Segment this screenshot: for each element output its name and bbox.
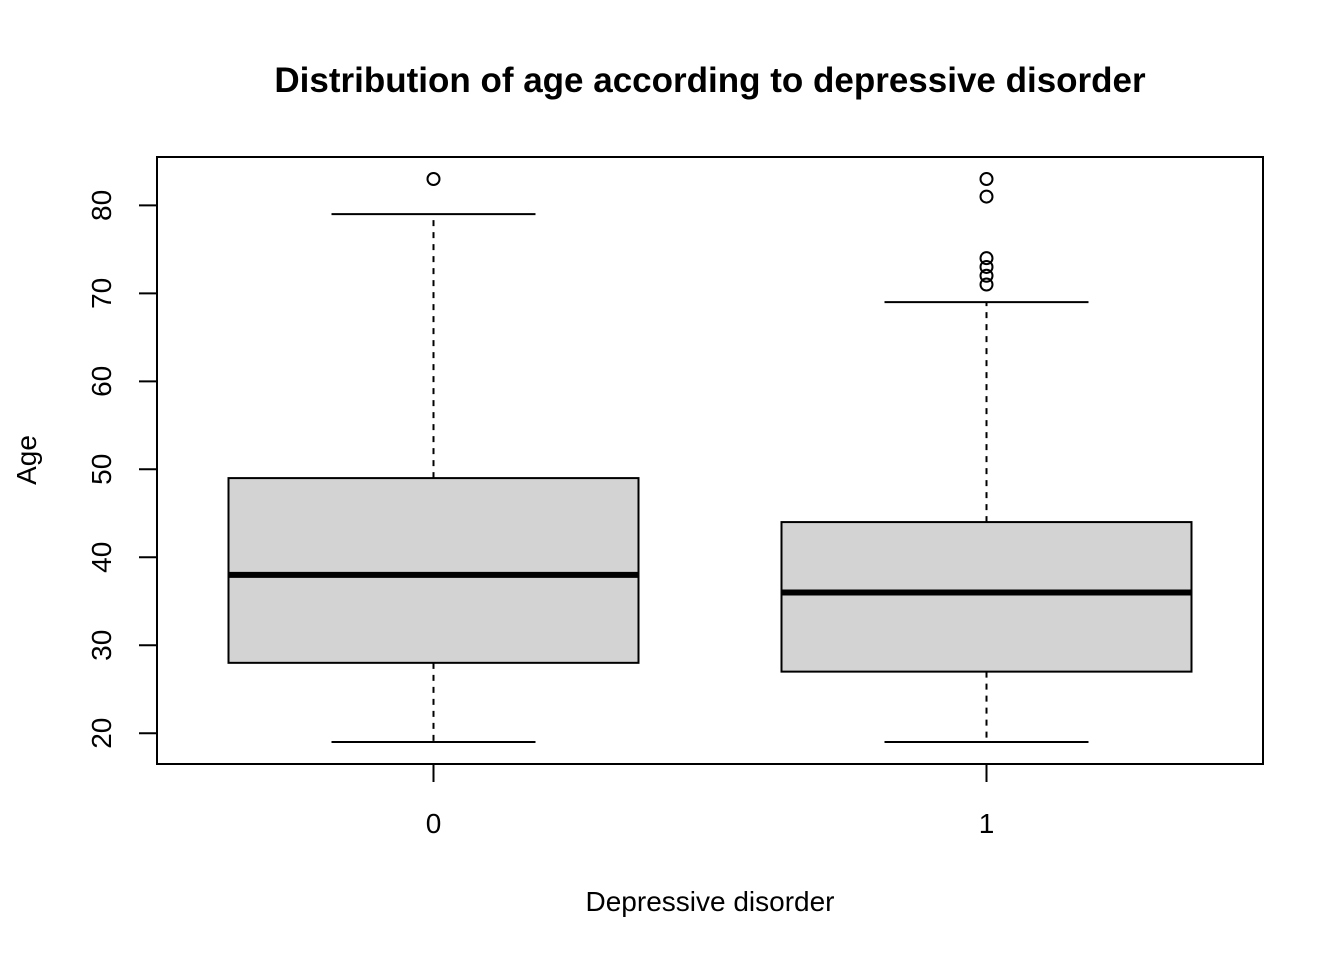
- y-axis-label: Age: [11, 435, 42, 485]
- y-tick-label: 20: [86, 718, 117, 749]
- x-axis-label: Depressive disorder: [586, 886, 835, 917]
- chart-title: Distribution of age according to depress…: [274, 61, 1146, 100]
- y-tick-label: 30: [86, 630, 117, 661]
- outlier-point: [979, 171, 994, 186]
- outlier-point: [979, 268, 994, 283]
- outlier-point: [979, 251, 994, 266]
- outlier-point: [979, 259, 994, 274]
- outlier-point: [426, 171, 441, 186]
- x-tick-label: 0: [426, 808, 442, 839]
- y-tick-label: 50: [86, 454, 117, 485]
- chart-marks: [227, 171, 1193, 744]
- outlier-point: [979, 277, 994, 292]
- y-tick-label: 70: [86, 278, 117, 309]
- y-axis: 20 30 40 50 60 70 80: [86, 190, 158, 749]
- outlier-point: [979, 189, 994, 204]
- x-tick-label: 1: [979, 808, 995, 839]
- iqr-box: [227, 477, 640, 664]
- box-group-1: [780, 171, 1193, 744]
- y-tick-label: 60: [86, 366, 117, 397]
- box-group-0: [227, 171, 640, 744]
- iqr-box: [780, 521, 1193, 673]
- y-tick-label: 40: [86, 542, 117, 573]
- y-tick-label: 80: [86, 190, 117, 221]
